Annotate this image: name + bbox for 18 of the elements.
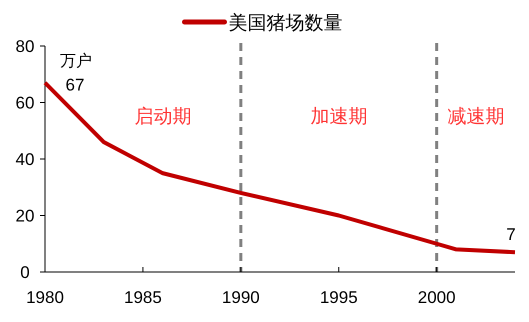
annotation: 万户 xyxy=(60,52,92,70)
y-tick-label: 40 xyxy=(16,150,34,169)
y-tick-label: 20 xyxy=(16,206,34,226)
legend-label: 美国猪场数量 xyxy=(228,12,342,34)
line-series xyxy=(43,80,517,254)
y-tick-label: 0 xyxy=(20,263,30,282)
annotation: 启动期 xyxy=(134,105,192,128)
x-tick-label: 1985 xyxy=(124,288,162,307)
data-label: 7 xyxy=(506,225,516,244)
y-tick-label: 60 xyxy=(16,94,34,112)
x-tick-label: 1980 xyxy=(26,288,64,307)
x-tick-label: 1990 xyxy=(222,288,260,307)
y-tick-label: 80 xyxy=(16,37,34,56)
annotation: 加速期 xyxy=(310,106,368,128)
annotation: 减速期 xyxy=(447,106,504,128)
x-tick-label: 1995 xyxy=(320,288,358,307)
data-label: 67 xyxy=(66,76,84,95)
x-tick-label: 2000 xyxy=(418,288,456,307)
